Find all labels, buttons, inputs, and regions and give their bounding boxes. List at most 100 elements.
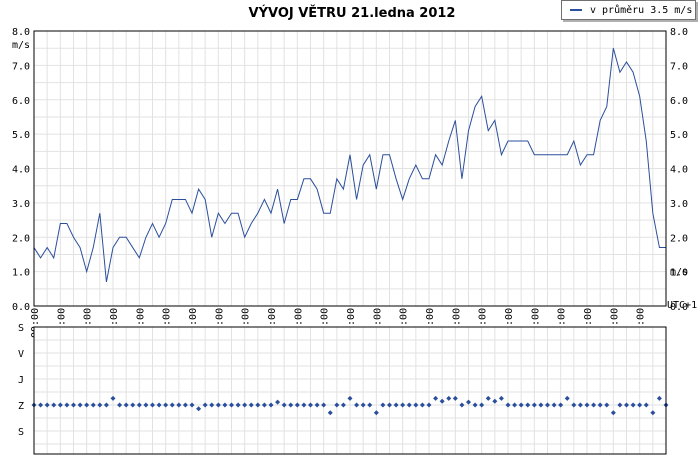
direction-point (479, 402, 485, 408)
direction-y-label: S (18, 427, 24, 438)
direction-point (44, 402, 50, 408)
direction-point (577, 402, 583, 408)
direction-point (163, 402, 169, 408)
direction-point (413, 402, 419, 408)
direction-point (268, 402, 274, 408)
speed-x-tick: 15:00 (425, 308, 436, 338)
speed-grid (33, 30, 667, 307)
speed-unit-left: m/s (12, 40, 30, 51)
legend-label: v průměru 3.5 m/s (590, 4, 693, 16)
direction-point (196, 406, 202, 412)
direction-point (334, 402, 340, 408)
speed-y-tick-left: 8.0 (12, 27, 30, 38)
chart-title: VÝVOJ VĚTRU 21.ledna 2012 (249, 5, 456, 21)
speed-x-tick: 04:00 (135, 308, 146, 338)
direction-point (117, 402, 123, 408)
direction-point (136, 402, 142, 408)
speed-x-tick: 16:00 (451, 308, 462, 338)
direction-point (485, 395, 491, 401)
direction-point (354, 402, 360, 408)
direction-point (650, 410, 656, 416)
speed-x-tick: 22:00 (609, 308, 620, 338)
speed-x-tick: 17:00 (478, 308, 489, 338)
speed-y-tick-right: 2.0 (670, 233, 688, 244)
direction-point (551, 402, 557, 408)
speed-y-tick-left: 5.0 (12, 130, 30, 141)
direction-y-label: V (18, 349, 24, 360)
direction-point (340, 402, 346, 408)
direction-point (288, 402, 294, 408)
direction-point (380, 402, 386, 408)
direction-point (308, 402, 313, 408)
direction-point (459, 402, 465, 408)
direction-point (347, 395, 353, 401)
direction-y-labels: S V J Z S (18, 323, 24, 438)
direction-point (564, 395, 570, 401)
direction-point (156, 402, 162, 408)
speed-x-tick: 23:00 (636, 308, 647, 338)
direction-point (367, 402, 373, 408)
speed-x-tick: 00:00 (30, 308, 41, 338)
speed-x-tick: 02:00 (83, 308, 94, 338)
direction-point (182, 402, 188, 408)
direction-point (512, 402, 518, 408)
direction-point (584, 402, 590, 408)
direction-point (123, 402, 129, 408)
direction-point (419, 402, 425, 408)
direction-point (498, 395, 504, 401)
speed-x-tick: 08:00 (241, 308, 252, 338)
direction-point (202, 402, 208, 408)
direction-point (466, 399, 471, 405)
direction-point (176, 402, 182, 408)
direction-point (209, 402, 215, 408)
speed-x-tick: 19:00 (530, 308, 541, 338)
speed-x-tick: 09:00 (267, 308, 278, 338)
direction-point (77, 402, 83, 408)
direction-point (38, 402, 44, 408)
speed-y-tick-left: 2.0 (12, 233, 30, 244)
speed-y-tick-right: 1.0 (670, 268, 688, 279)
speed-x-tick: 13:00 (372, 308, 383, 338)
direction-point (71, 402, 76, 408)
speed-y-tick-left: 7.0 (12, 61, 30, 72)
legend-swatch (570, 9, 582, 11)
legend: v průměru 3.5 m/s (561, 0, 696, 20)
direction-point (248, 402, 254, 408)
direction-point (222, 402, 228, 408)
speed-y-tick-right: 8.0 (670, 27, 688, 38)
direction-point (255, 402, 261, 408)
direction-point (235, 402, 241, 408)
direction-point (261, 402, 267, 408)
direction-point (400, 402, 406, 408)
direction-point (294, 402, 300, 408)
speed-y-tick-left: 1.0 (12, 268, 30, 279)
direction-point (525, 402, 531, 408)
direction-point (229, 402, 234, 408)
direction-points (31, 395, 669, 416)
direction-point (169, 402, 175, 408)
speed-y-tick-left: 3.0 (12, 199, 30, 210)
direction-point (51, 402, 57, 408)
speed-y-ticks-right: 0.0 1.0 2.0 3.0 4.0 5.0 6.0 7.0 8.0 (670, 27, 688, 313)
direction-point (130, 402, 136, 408)
speed-y-tick-left: 6.0 (12, 96, 30, 107)
direction-point (143, 402, 149, 408)
direction-point (452, 395, 458, 401)
speed-y-tick-right: 0.0 (670, 302, 688, 313)
direction-y-label: J (18, 375, 24, 386)
direction-point (406, 402, 412, 408)
direction-y-label: Z (18, 401, 24, 412)
direction-point (281, 402, 287, 408)
direction-point (84, 402, 90, 408)
direction-point (597, 402, 603, 408)
direction-point (327, 410, 333, 416)
speed-x-tick: 14:00 (399, 308, 410, 338)
speed-panel: 0.0 1.0 2.0 3.0 4.0 5.0 6.0 7.0 8.0 0.0 1.0 2.0 3.0… (12, 27, 697, 338)
direction-point (518, 402, 524, 408)
speed-unit-right: m/s (670, 267, 688, 278)
direction-point (558, 402, 564, 408)
speed-x-tick: 20:00 (557, 308, 568, 338)
direction-point (505, 402, 511, 408)
direction-point (360, 402, 366, 408)
speed-x-tick: 18:00 (504, 308, 515, 338)
